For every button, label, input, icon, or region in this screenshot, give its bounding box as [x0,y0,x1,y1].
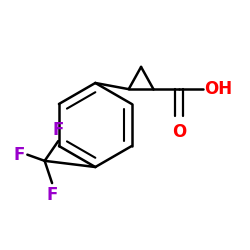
Text: O: O [172,122,186,140]
Text: OH: OH [204,80,232,98]
Text: F: F [52,120,64,138]
Text: F: F [14,146,25,164]
Text: F: F [46,186,58,204]
